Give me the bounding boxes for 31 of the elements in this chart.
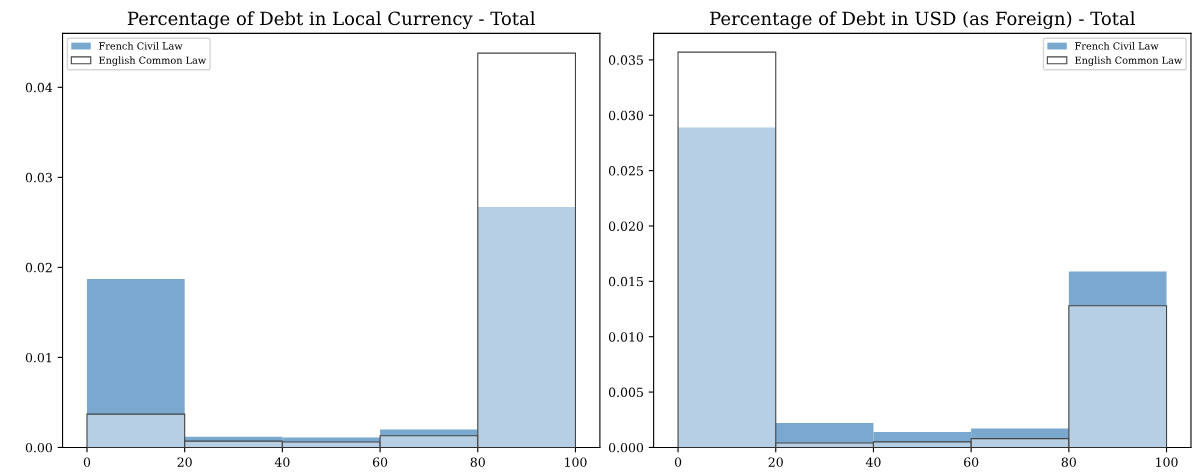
x-tick-label: 40 bbox=[865, 457, 881, 467]
y-tick-label: 0.00 bbox=[25, 442, 52, 453]
x-tick-label: 20 bbox=[177, 457, 192, 467]
y-tick-label: 0.03 bbox=[25, 172, 52, 183]
y-tick-label: 0.010 bbox=[608, 332, 644, 342]
y-tick-label: 0.000 bbox=[608, 442, 644, 453]
x-tick-label: 60 bbox=[964, 457, 979, 467]
chart-title: Percentage of Debt in USD (as Foreign) - Total bbox=[710, 11, 1135, 29]
legend-label: English Common Law bbox=[99, 56, 207, 66]
y-tick-label: 0.015 bbox=[608, 276, 643, 287]
legend-label: French Civil Law bbox=[99, 42, 183, 50]
y-tick-label: 0.030 bbox=[608, 110, 644, 121]
x-tick-label: 60 bbox=[372, 457, 388, 467]
y-tick-label: 0.020 bbox=[608, 221, 644, 231]
x-tick-label: 80 bbox=[470, 457, 485, 467]
y-tick-label: 0.02 bbox=[25, 262, 52, 273]
y-tick-label: 0.005 bbox=[608, 387, 643, 397]
legend-label: English Common Law bbox=[1075, 56, 1183, 66]
y-tick-label: 0.025 bbox=[608, 166, 643, 176]
x-tick-label: 20 bbox=[768, 457, 783, 467]
y-tick-label: 0.04 bbox=[25, 82, 53, 93]
legend-label: French Civil Law bbox=[1075, 42, 1159, 50]
x-tick-label: 40 bbox=[274, 457, 290, 467]
y-tick-label: 0.01 bbox=[25, 352, 52, 363]
chart-title: Percentage of Debt in Local Currency - Total bbox=[127, 11, 536, 29]
x-tick-label: 100 bbox=[565, 457, 587, 467]
x-tick-label: 80 bbox=[1061, 457, 1076, 467]
y-tick-label: 0.035 bbox=[608, 55, 643, 65]
x-tick-label: 0 bbox=[674, 457, 682, 467]
x-tick-label: 100 bbox=[1156, 457, 1178, 467]
x-tick-label: 0 bbox=[83, 457, 91, 467]
